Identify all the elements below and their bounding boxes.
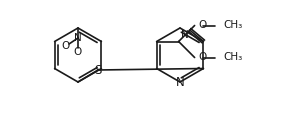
- Text: O: O: [199, 53, 207, 62]
- Text: CH₃: CH₃: [224, 21, 243, 30]
- Text: N: N: [74, 33, 82, 43]
- Text: N: N: [176, 75, 184, 88]
- Text: N: N: [181, 30, 188, 40]
- Text: CH₃: CH₃: [224, 53, 243, 62]
- Text: O: O: [199, 21, 207, 30]
- Text: O: O: [61, 41, 69, 51]
- Text: S: S: [94, 63, 102, 76]
- Text: O: O: [74, 47, 82, 57]
